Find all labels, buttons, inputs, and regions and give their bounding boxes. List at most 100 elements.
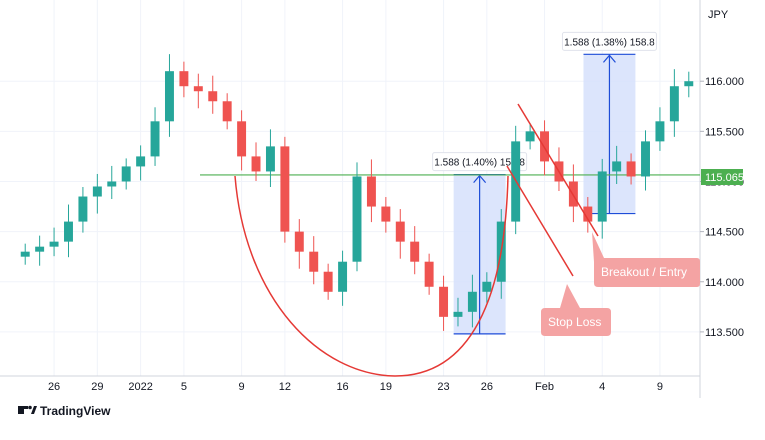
candle: [265, 129, 275, 187]
time-tick-label: 26: [48, 381, 60, 393]
candle-body: [208, 91, 218, 102]
grid-lines: [0, 0, 700, 376]
pattern-drawings: [234, 103, 599, 377]
candle-body: [482, 281, 492, 292]
candle-body: [641, 141, 650, 177]
stop-loss-callout-box: [541, 284, 611, 336]
time-tick-label: 5: [181, 381, 187, 393]
tradingview-wordmark: TradingView: [40, 404, 111, 418]
flag-upper-line: [517, 103, 599, 237]
candle: [338, 250, 348, 306]
tradingview-logo-icon: [18, 405, 37, 414]
candle: [164, 54, 174, 137]
candle-body: [684, 81, 694, 87]
candle-body: [395, 221, 405, 242]
candle-body: [323, 271, 333, 292]
candle: [150, 107, 160, 166]
candle: [482, 272, 492, 303]
time-tick-label: 12: [279, 381, 291, 393]
candle-body: [294, 231, 304, 252]
candle-body: [439, 286, 449, 317]
candle-body: [366, 176, 376, 207]
level-price-label-bg: [701, 169, 743, 185]
candle: [323, 263, 333, 300]
level-price-label-text: 115.065: [705, 172, 744, 184]
candle-body: [78, 196, 88, 222]
time-tick-label: 2022: [128, 381, 152, 393]
candle: [49, 227, 59, 257]
time-tick-label: 16: [336, 381, 348, 393]
candle: [597, 158, 607, 239]
candle-body: [309, 251, 319, 272]
breakout-callout: Breakout / Entry: [592, 232, 700, 287]
candle: [467, 274, 477, 328]
candle: [410, 226, 420, 275]
measure-arrow-head: [602, 54, 616, 63]
candle-body: [64, 221, 73, 242]
price-tick-label: 114.500: [705, 227, 744, 239]
measure-label: 1.588 (1.38%) 158.8: [564, 37, 655, 48]
candle: [193, 73, 203, 109]
candle: [92, 173, 102, 214]
level-price-label: 115.065: [701, 169, 744, 185]
stop-loss-callout: Stop Loss: [541, 284, 611, 336]
candle: [78, 186, 88, 233]
time-tick-label: Feb: [535, 381, 554, 393]
price-tick-label: 115.500: [705, 126, 744, 138]
candle-body: [150, 121, 160, 157]
candle: [453, 297, 463, 327]
breakout-callout-label: Breakout / Entry: [601, 265, 687, 279]
candle-body: [583, 206, 593, 222]
price-tick-label: 113.500: [705, 327, 744, 339]
candle-body: [352, 176, 362, 262]
candle: [612, 145, 622, 184]
candle: [294, 219, 304, 269]
price-tick-label: 114.000: [705, 277, 744, 289]
candle: [280, 136, 290, 243]
candle: [525, 123, 535, 150]
candle: [64, 204, 73, 258]
candle: [669, 69, 679, 137]
measure-arrow-head: [473, 174, 487, 184]
candle-body: [35, 246, 45, 252]
candle-body: [597, 171, 607, 222]
candle: [366, 159, 376, 223]
candle-body: [453, 311, 463, 317]
price-axis: 113.500114.000114.500115.000115.500116.0…: [700, 76, 744, 339]
price-tick-label: 116.000: [705, 76, 744, 88]
time-tick-label: 29: [91, 381, 103, 393]
candle: [309, 236, 319, 285]
candle-body: [381, 206, 391, 222]
time-tick-label: 26: [481, 381, 493, 393]
breakout-callout-box: [592, 232, 700, 287]
candle-body: [164, 71, 174, 122]
candle: [107, 165, 117, 200]
candle-body: [410, 241, 420, 262]
candle-body: [612, 161, 622, 172]
tradingview-logo: TradingView: [18, 404, 111, 418]
candle-body: [20, 251, 30, 257]
flag-lower-line: [506, 165, 574, 277]
candle: [20, 243, 30, 265]
time-tick-label: 9: [657, 381, 663, 393]
candle-body: [136, 156, 146, 167]
candle: [583, 197, 593, 233]
candle-body: [467, 291, 477, 312]
candle: [626, 153, 636, 185]
candle-body: [49, 241, 59, 247]
candle-body: [280, 146, 290, 232]
candle: [251, 142, 261, 181]
candle-body: [107, 181, 117, 187]
time-tick-label: 19: [380, 381, 392, 393]
candle: [381, 197, 391, 233]
candle: [684, 71, 694, 98]
candle-body: [338, 261, 348, 292]
measure-box: 1.588 (1.38%) 158.8: [561, 31, 657, 215]
candle: [424, 253, 434, 295]
candle-body: [525, 131, 535, 142]
cup-curve: [234, 175, 509, 377]
time-tick-label: 23: [437, 381, 449, 393]
candle-body: [222, 101, 232, 122]
candle: [352, 162, 362, 272]
